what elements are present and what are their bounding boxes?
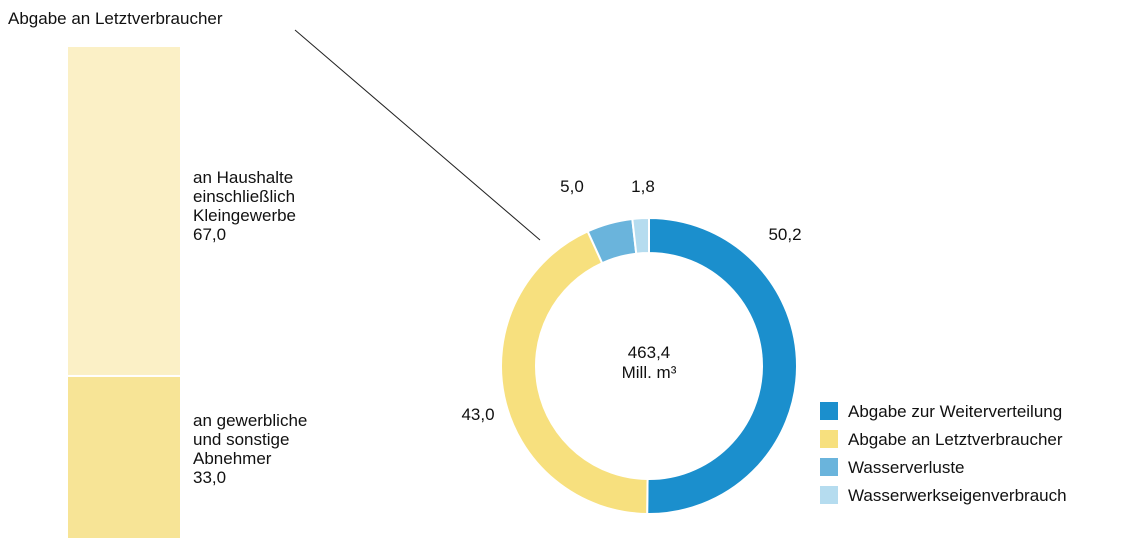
donut-slice bbox=[500, 229, 649, 516]
segment-label: einschließlich bbox=[193, 187, 295, 206]
value-label: 50,2 bbox=[768, 225, 801, 244]
legend-swatch bbox=[820, 458, 838, 476]
legend-label: Wasserverluste bbox=[848, 458, 965, 477]
legend-label: Wasserwerkseigenverbrauch bbox=[848, 486, 1067, 505]
legend-swatch bbox=[820, 402, 838, 420]
legend-label: Abgabe zur Weiterverteilung bbox=[848, 402, 1062, 421]
bar-segment bbox=[68, 47, 180, 375]
bar-title: Abgabe an Letztverbraucher bbox=[8, 9, 223, 28]
legend-label: Abgabe an Letztverbraucher bbox=[848, 430, 1063, 449]
segment-label: an Haushalte bbox=[193, 168, 293, 187]
value-label: 33,0 bbox=[193, 468, 226, 487]
donut-slice bbox=[646, 216, 798, 515]
segment-label: Abnehmer bbox=[193, 449, 272, 468]
bar-segment bbox=[68, 376, 180, 538]
segment-label: an gewerbliche bbox=[193, 411, 307, 430]
connector-line bbox=[294, 29, 541, 241]
donut-slice bbox=[631, 216, 650, 255]
value-label: 67,0 bbox=[193, 225, 226, 244]
segment-label: und sonstige bbox=[193, 430, 289, 449]
center-label: 463,4 bbox=[628, 343, 671, 362]
value-label: 5,0 bbox=[560, 177, 584, 196]
legend-swatch bbox=[820, 486, 838, 504]
legend-swatch bbox=[820, 430, 838, 448]
value-label: 1,8 bbox=[631, 177, 655, 196]
center-label: Mill. m³ bbox=[622, 363, 677, 382]
value-label: 43,0 bbox=[461, 405, 494, 424]
segment-label: Kleingewerbe bbox=[193, 206, 296, 225]
